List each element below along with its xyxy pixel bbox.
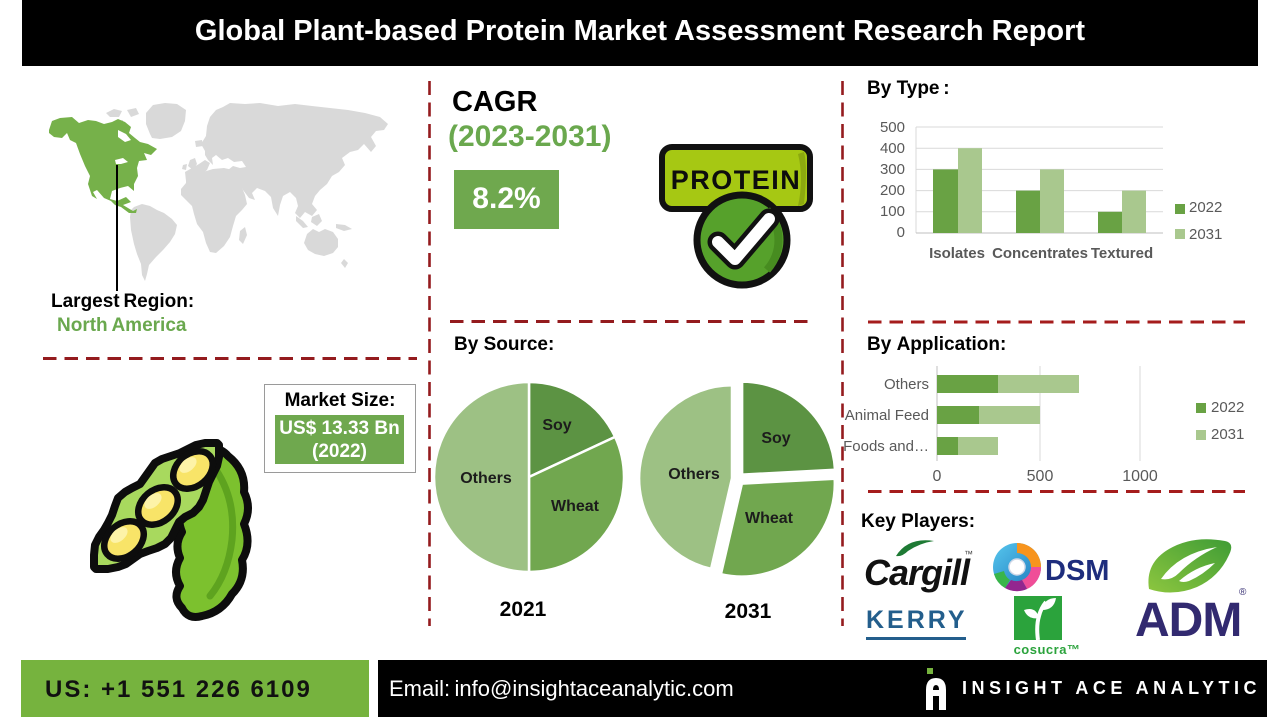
svg-text:Soy: Soy xyxy=(761,430,790,447)
svg-text:400: 400 xyxy=(880,140,905,157)
svg-text:1000: 1000 xyxy=(1122,468,1158,485)
svg-text:ADM: ADM xyxy=(1135,594,1241,643)
svg-text:Soy: Soy xyxy=(542,417,571,434)
svg-text:Wheat: Wheat xyxy=(745,510,794,527)
svg-text:0: 0 xyxy=(897,224,905,241)
svg-text:Isolates: Isolates xyxy=(929,245,985,262)
svg-text:2022: 2022 xyxy=(1211,399,1244,416)
svg-text:500: 500 xyxy=(1027,468,1054,485)
svg-text:DSM: DSM xyxy=(1045,555,1109,587)
svg-text:2031: 2031 xyxy=(1211,426,1244,443)
svg-text:200: 200 xyxy=(880,182,905,199)
svg-text:Textured: Textured xyxy=(1091,245,1153,262)
svg-text:Wheat: Wheat xyxy=(551,498,600,515)
svg-text:100: 100 xyxy=(880,203,905,220)
svg-text:Foods and…: Foods and… xyxy=(843,438,929,455)
svg-text:Animal Feed: Animal Feed xyxy=(845,407,929,424)
svg-text:2022: 2022 xyxy=(1189,199,1222,216)
svg-text:™: ™ xyxy=(964,549,973,559)
svg-text:PROTEIN: PROTEIN xyxy=(671,165,802,195)
svg-text:500: 500 xyxy=(880,119,905,136)
svg-text:Others: Others xyxy=(884,376,929,393)
svg-text:Concentrates: Concentrates xyxy=(992,245,1088,262)
svg-text:2031: 2031 xyxy=(1189,226,1222,243)
svg-text:Others: Others xyxy=(460,470,512,487)
svg-text:0: 0 xyxy=(933,468,942,485)
svg-text:300: 300 xyxy=(880,161,905,178)
svg-text:®: ® xyxy=(1239,587,1247,598)
svg-text:cosucra™: cosucra™ xyxy=(1014,642,1081,657)
svg-text:Cargill: Cargill xyxy=(864,552,971,593)
svg-text:Others: Others xyxy=(668,466,720,483)
